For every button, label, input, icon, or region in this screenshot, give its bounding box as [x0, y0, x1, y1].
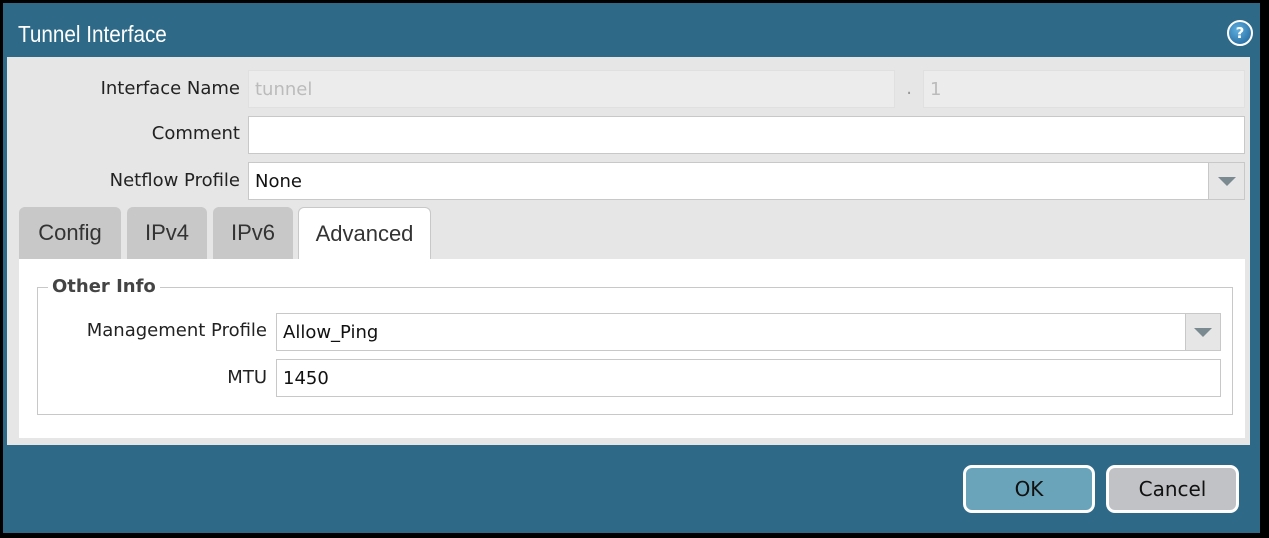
- section-title: Other Info: [48, 276, 160, 297]
- chevron-down-icon[interactable]: [1185, 313, 1221, 351]
- cancel-button[interactable]: Cancel: [1106, 465, 1239, 513]
- interface-name-label: Interface Name: [100, 78, 240, 99]
- tab-ipv6[interactable]: IPv6: [213, 207, 293, 259]
- separator: .: [906, 78, 912, 99]
- tab-config[interactable]: Config: [19, 207, 121, 259]
- dialog-title: Tunnel Interface: [18, 21, 167, 47]
- mtu-label: MTU: [227, 367, 267, 388]
- interface-unit-input[interactable]: 1: [923, 70, 1245, 108]
- tab-ipv4[interactable]: IPv4: [127, 207, 207, 259]
- management-profile-label: Management Profile: [86, 320, 267, 341]
- comment-input[interactable]: [248, 116, 1245, 154]
- tab-advanced[interactable]: Advanced: [298, 207, 431, 260]
- ok-button[interactable]: OK: [963, 465, 1095, 513]
- chevron-down-icon[interactable]: [1208, 162, 1245, 200]
- netflow-label: Netflow Profile: [109, 170, 240, 191]
- other-info-fieldset: [37, 287, 1233, 415]
- management-profile-select[interactable]: Allow_Ping: [276, 313, 1186, 351]
- netflow-select[interactable]: None: [248, 162, 1209, 200]
- help-icon[interactable]: ?: [1227, 20, 1253, 46]
- mtu-input[interactable]: 1450: [276, 359, 1221, 397]
- interface-name-input: tunnel: [248, 70, 895, 108]
- comment-label: Comment: [151, 123, 240, 144]
